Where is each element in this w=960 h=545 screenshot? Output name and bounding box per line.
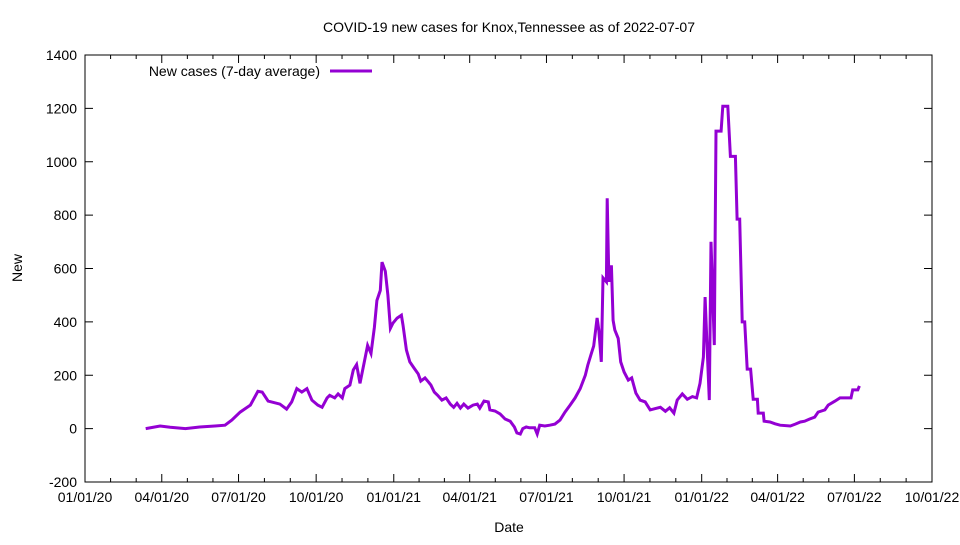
series-group <box>146 106 860 434</box>
legend-label: New cases (7-day average) <box>149 63 320 79</box>
y-tick-label: 1400 <box>46 47 77 63</box>
axes: -200 0 200 400 600 800 1000 1200 1400 01/01/20 04/… <box>46 47 960 505</box>
plot-frame <box>85 55 932 482</box>
x-tick-label: 10/01/22 <box>905 489 960 505</box>
y-tick-label: 1200 <box>46 100 77 116</box>
chart-title: COVID-19 new cases for Knox,Tennessee as… <box>323 19 695 35</box>
y-tick-label: 600 <box>54 261 78 277</box>
x-tick-label: 01/01/20 <box>58 489 113 505</box>
x-tick-label: 01/01/21 <box>367 489 422 505</box>
y-tick-label: 1000 <box>46 154 77 170</box>
x-tick-label: 07/01/22 <box>827 489 882 505</box>
x-tick-label: 10/01/20 <box>289 489 344 505</box>
x-tick-label: 04/01/21 <box>442 489 497 505</box>
x-tick-label: 07/01/21 <box>519 489 574 505</box>
legend: New cases (7-day average) <box>149 63 372 79</box>
y-tick-label: 200 <box>54 367 78 383</box>
x-tick-label: 07/01/20 <box>211 489 266 505</box>
x-axis-label: Date <box>494 519 524 535</box>
y-axis-label: New <box>9 253 25 282</box>
x-tick-label: 10/01/21 <box>597 489 652 505</box>
y-tick-label: -200 <box>49 474 77 490</box>
x-tick-label: 01/01/22 <box>674 489 729 505</box>
y-tick-label: 0 <box>69 421 77 437</box>
y-tick-label: 800 <box>54 207 78 223</box>
x-tick-label: 04/01/22 <box>750 489 805 505</box>
y-tick-label: 400 <box>54 314 78 330</box>
x-tick-label: 04/01/20 <box>135 489 190 505</box>
series-line <box>146 106 860 434</box>
